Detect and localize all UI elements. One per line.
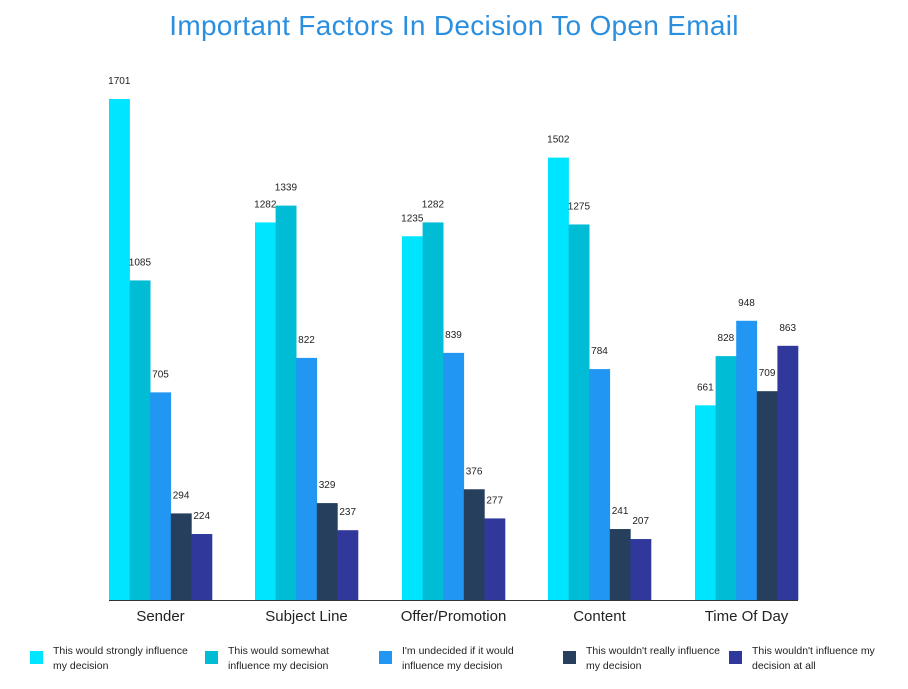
data-label-1-2: 822: [298, 335, 315, 346]
data-label-3-3: 241: [612, 506, 629, 517]
bar-1-0: [255, 222, 276, 600]
legend-swatch-0: [30, 651, 43, 664]
data-label-0-2: 705: [152, 369, 169, 380]
legend-item-0: This would strongly influence my decisio…: [30, 644, 193, 674]
bar-0-2: [150, 392, 172, 600]
legend-item-4: This wouldn't influence my decision at a…: [729, 644, 892, 674]
bar-0-1: [129, 280, 151, 600]
data-label-1-3: 329: [319, 480, 336, 491]
data-label-0-4: 224: [193, 511, 210, 522]
category-label-4: Time Of Day: [705, 608, 789, 625]
legend-item-1: This would somewhat influence my decisio…: [205, 644, 368, 674]
bar-4-4: [777, 345, 799, 600]
bar-4-1: [715, 356, 737, 600]
bar-1-1: [275, 205, 297, 601]
bar-4-0: [695, 405, 716, 600]
data-label-3-0: 1502: [547, 135, 570, 146]
data-label-0-3: 294: [173, 490, 190, 501]
data-label-4-4: 863: [779, 323, 796, 334]
legend-swatch-3: [563, 651, 576, 664]
bar-2-4: [484, 518, 506, 600]
legend-label-4: This wouldn't influence my decision at a…: [752, 645, 875, 672]
data-label-4-2: 948: [738, 298, 755, 309]
legend-swatch-4: [729, 651, 742, 664]
bar-group-4: 661 828 948 709 863: [695, 298, 799, 600]
bar-0-3: [170, 513, 192, 600]
bar-4-3: [756, 391, 778, 600]
data-label-1-0: 1282: [254, 199, 277, 210]
bar-4-2: [736, 320, 758, 600]
data-label-2-3: 376: [466, 466, 483, 477]
bar-2-3: [463, 489, 485, 600]
legend-item-3: This wouldn't really influence my decisi…: [563, 644, 726, 674]
data-label-1-4: 237: [339, 507, 356, 518]
data-label-3-1: 1275: [568, 201, 591, 212]
bar-0-4: [191, 534, 213, 600]
data-label-0-1: 1085: [129, 257, 152, 268]
data-label-2-2: 839: [445, 330, 462, 341]
data-label-2-4: 277: [486, 495, 503, 506]
legend-item-2: I'm undecided if it would influence my d…: [379, 644, 542, 674]
chart-legend: This would strongly influence my decisio…: [0, 640, 908, 680]
bar-group-1: 1282 1339 822 329 237: [254, 183, 359, 601]
data-label-3-2: 784: [591, 346, 608, 357]
category-label-0: Sender: [136, 608, 184, 625]
category-label-3: Content: [573, 608, 626, 625]
data-label-2-0: 1235: [401, 213, 424, 224]
bar-3-4: [630, 539, 652, 600]
bar-3-3: [609, 529, 631, 600]
category-label-2: Offer/Promotion: [401, 608, 507, 625]
bar-3-2: [589, 369, 611, 600]
bar-2-1: [422, 222, 444, 600]
data-label-4-0: 661: [697, 382, 714, 393]
legend-label-2: I'm undecided if it would influence my d…: [402, 645, 514, 672]
data-label-4-3: 709: [759, 368, 776, 379]
chart-title: Important Factors In Decision To Open Em…: [169, 10, 739, 41]
data-label-4-1: 828: [718, 333, 735, 344]
category-label-1: Subject Line: [265, 608, 348, 625]
bar-2-0: [402, 236, 423, 600]
legend-swatch-2: [379, 651, 392, 664]
data-label-2-1: 1282: [422, 199, 445, 210]
legend-swatch-1: [205, 651, 218, 664]
legend-label-0: This would strongly influence my decisio…: [53, 645, 188, 672]
bar-2-2: [443, 352, 465, 600]
bar-0-0: [109, 99, 130, 600]
data-label-1-1: 1339: [275, 183, 298, 194]
data-label-3-4: 207: [632, 516, 649, 527]
legend-label-1: This would somewhat influence my decisio…: [228, 645, 329, 672]
bar-1-2: [296, 357, 318, 600]
bar-3-1: [568, 224, 590, 601]
legend-label-3: This wouldn't really influence my decisi…: [586, 645, 720, 672]
bar-1-4: [337, 530, 359, 600]
bar-3-0: [548, 157, 569, 600]
data-label-0-0: 1701: [108, 76, 131, 87]
bar-group-2: 1235 1282 839 376 277: [401, 199, 506, 600]
bar-1-3: [316, 503, 338, 600]
